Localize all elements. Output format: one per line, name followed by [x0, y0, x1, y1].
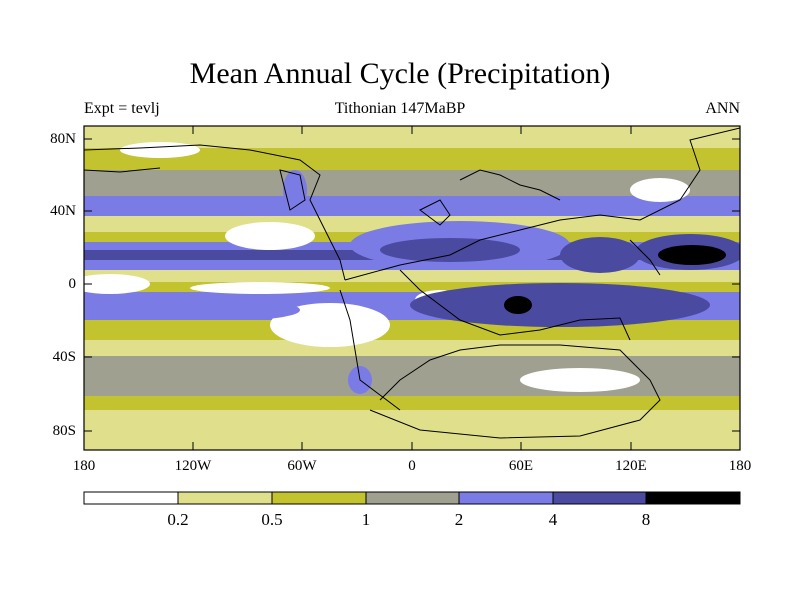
y-tick-80s: 80S: [52, 423, 76, 439]
x-tick-60w: 60W: [287, 458, 317, 474]
y-tick-40s: 40S: [52, 349, 76, 365]
y-tick-80n: 80N: [50, 131, 76, 147]
period-label: Tithonian 147MaBP: [334, 100, 466, 117]
x-tick-180w: 180: [72, 458, 96, 474]
x-tick-180e: 180: [728, 458, 752, 474]
y-tick-marks: [84, 138, 740, 432]
x-tick-60e: 60E: [508, 458, 534, 474]
y-tick-40n: 40N: [50, 203, 76, 219]
x-tick-0: 0: [408, 458, 416, 474]
colorbar-box-5: [459, 492, 553, 504]
x-tick-marks: [83, 126, 741, 450]
colorbar-label-8: 8: [641, 510, 651, 529]
map-title: Mean Annual Cycle (Precipitation): [189, 57, 611, 90]
colorbar-box-3: [272, 492, 366, 504]
y-tick-0: 0: [68, 276, 77, 292]
x-tick-120w: 120W: [174, 458, 212, 474]
x-tick-120e: 120E: [615, 458, 647, 474]
colorbar-label-2: 2: [454, 510, 464, 529]
colorbar-label-1: 1: [361, 510, 371, 529]
colorbar-box-1: [84, 492, 178, 504]
colorbar-box-7: [646, 492, 740, 504]
colorbar-box-6: [553, 492, 646, 504]
coastlines: [84, 127, 740, 439]
colorbar-label-0-5: 0.5: [261, 510, 283, 529]
colorbar-box-2: [178, 492, 272, 504]
colorbar-label-4: 4: [548, 510, 558, 529]
colorbar-box-4: [366, 492, 459, 504]
precipitation-field: [84, 126, 740, 450]
colorbar: [83, 491, 741, 505]
season-label: ANN: [705, 100, 740, 117]
experiment-label: Expt = tevlj: [84, 100, 160, 117]
colorbar-label-0-2: 0.2: [167, 510, 189, 529]
